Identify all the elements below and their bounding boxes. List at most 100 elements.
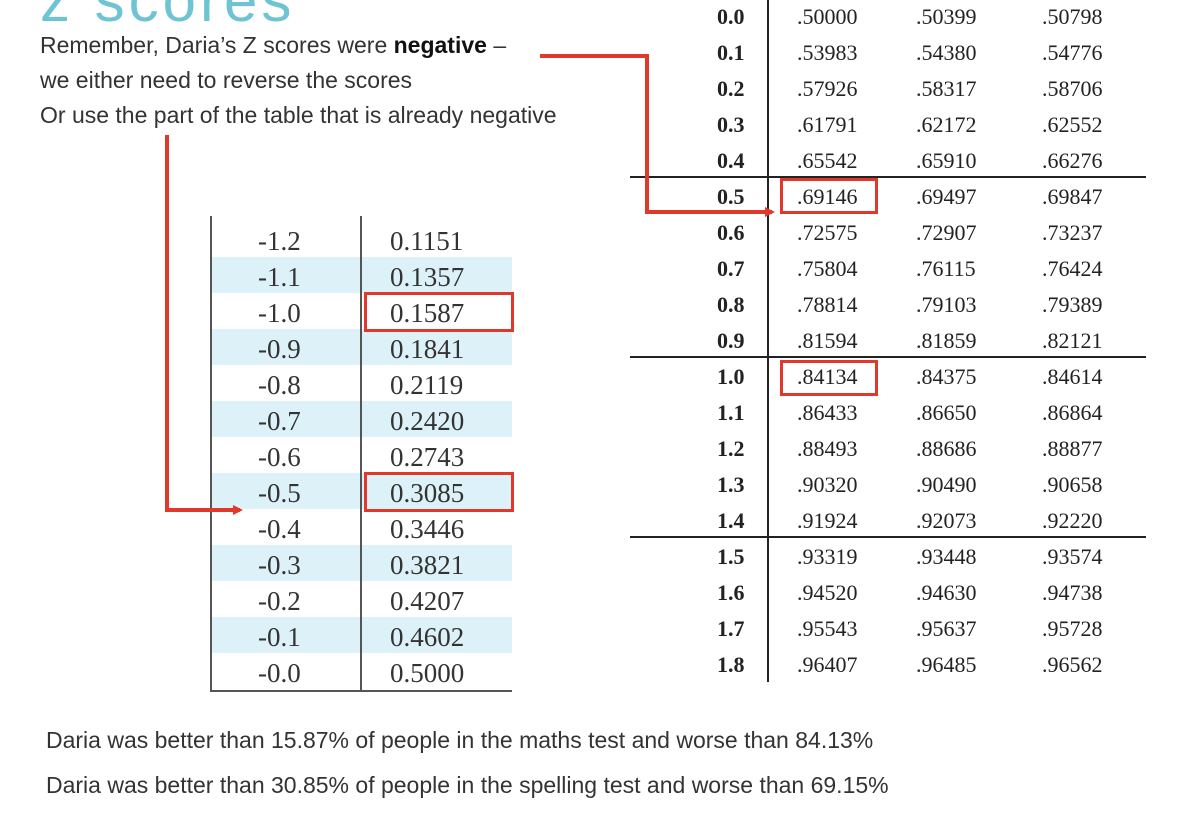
z-value: 1.5: [717, 544, 745, 569]
column-2-value: .58317: [916, 76, 977, 101]
table-row: 0.6 .72575 .72907 .73237: [630, 220, 1150, 256]
column-2-value: .79103: [916, 292, 977, 317]
column-2-value: .92073: [916, 508, 977, 533]
intro-line-1: Remember, Daria’s Z scores were negative…: [40, 28, 557, 63]
column-3-value: .69847: [1042, 184, 1103, 209]
negative-z-table: -0.0 0.5000 -0.1 0.4602 -0.2 0.4207 -0.3 0.3821…: [210, 216, 512, 692]
z-value: 0.6: [717, 220, 745, 245]
column-2-value: .50399: [916, 4, 977, 29]
column-1-value: .86433: [797, 400, 858, 425]
probability-value: 0.3446: [390, 514, 465, 544]
column-1-value: .53983: [797, 40, 858, 65]
column-2-value: .62172: [916, 112, 977, 137]
z-value: 1.1: [717, 400, 745, 425]
column-1-value: .90320: [797, 472, 858, 497]
column-3-value: .50798: [1042, 4, 1103, 29]
z-value: -0.7: [258, 406, 301, 436]
column-3-value: .96562: [1042, 652, 1103, 677]
probability-value: 0.4207: [390, 586, 465, 616]
column-3-value: .94738: [1042, 580, 1103, 605]
conclusion-spelling: Daria was better than 30.85% of people i…: [46, 772, 889, 798]
intro-line-2: we either need to reverse the scores: [40, 67, 413, 93]
column-1-value: .75804: [797, 256, 858, 281]
z-value: 1.0: [717, 364, 745, 389]
highlight-box-pos-0.5: [780, 178, 878, 214]
z-value: 1.6: [717, 580, 745, 605]
column-2-value: .95637: [916, 616, 977, 641]
intro-line-3: Or use the part of the table that is alr…: [40, 102, 557, 128]
z-value: 0.4: [717, 148, 745, 173]
column-2-value: .84375: [916, 364, 977, 389]
column-3-value: .62552: [1042, 112, 1103, 137]
probability-value: 0.2420: [390, 406, 465, 436]
z-value: -0.5: [258, 478, 301, 508]
z-value: 1.7: [717, 616, 745, 641]
column-1-value: .91924: [797, 508, 858, 533]
table-row: 1.7 .95543 .95637 .95728: [630, 616, 1150, 652]
table-row: 1.1 .86433 .86650 .86864: [630, 400, 1150, 436]
column-3-value: .73237: [1042, 220, 1103, 245]
z-value: 0.8: [717, 292, 745, 317]
z-value: 1.3: [717, 472, 745, 497]
column-3-value: .92220: [1042, 508, 1103, 533]
column-2-value: .96485: [916, 652, 977, 677]
z-value: -1.2: [258, 226, 301, 256]
column-3-value: .88877: [1042, 436, 1103, 461]
table-row: 0.9 .81594 .81859 .82121: [630, 328, 1150, 364]
z-value: -0.2: [258, 586, 301, 616]
table-row: 1.3 .90320 .90490 .90658: [630, 472, 1150, 508]
table-row: -0.3 0.3821: [210, 545, 512, 581]
slide-title-fragment: z scores: [40, 0, 296, 34]
column-2-value: .90490: [916, 472, 977, 497]
neg-table-divider: [360, 216, 362, 691]
column-1-value: .88493: [797, 436, 858, 461]
z-value: -0.8: [258, 370, 301, 400]
table-row: 1.6 .94520 .94630 .94738: [630, 580, 1150, 616]
column-3-value: .76424: [1042, 256, 1103, 281]
pos-table-group-rule-1: [630, 176, 1146, 178]
table-row: 1.5 .93319 .93448 .93574: [630, 544, 1150, 580]
column-3-value: .66276: [1042, 148, 1103, 173]
z-value: 0.5: [717, 184, 745, 209]
probability-value: 0.1357: [390, 262, 465, 292]
table-row: 0.4 .65542 .65910 .66276: [630, 148, 1150, 184]
column-1-value: .78814: [797, 292, 858, 317]
column-3-value: .93574: [1042, 544, 1103, 569]
probability-value: 0.1841: [390, 334, 465, 364]
column-2-value: .72907: [916, 220, 977, 245]
pos-table-divider: [767, 0, 769, 682]
column-1-value: .84134: [797, 364, 858, 389]
table-row: 1.8 .96407 .96485 .96562: [630, 652, 1150, 688]
z-value: 0.0: [717, 4, 745, 29]
highlight-box-pos-1.0: [780, 360, 878, 396]
table-row: -0.0 0.5000: [210, 653, 512, 689]
column-1-value: .61791: [797, 112, 858, 137]
positive-z-table: 0.0 .50000 .50399 .50798 0.1 .53983 .54380 .547…: [630, 0, 1150, 690]
z-value: 1.8: [717, 652, 745, 677]
z-value: -0.9: [258, 334, 301, 364]
table-row: 0.7 .75804 .76115 .76424: [630, 256, 1150, 292]
column-3-value: .86864: [1042, 400, 1103, 425]
neg-table-bottom-border: [210, 690, 512, 692]
probability-value: 0.2119: [390, 370, 464, 400]
probability-value: 0.1151: [390, 226, 464, 256]
z-value: 1.4: [717, 508, 745, 533]
table-row: 0.5 .69146 .69497 .69847: [630, 184, 1150, 220]
column-2-value: .88686: [916, 436, 977, 461]
column-3-value: .95728: [1042, 616, 1103, 641]
intro-line-1-prefix: Remember, Daria’s Z scores were: [40, 32, 394, 58]
z-value: -0.0: [258, 658, 301, 688]
column-2-value: .81859: [916, 328, 977, 353]
probability-value: 0.4602: [390, 622, 465, 652]
intro-text: Remember, Daria’s Z scores were negative…: [40, 28, 557, 133]
probability-value: 0.2743: [390, 442, 465, 472]
probability-value: 0.3085: [390, 478, 465, 508]
pos-table-group-rule-3: [630, 536, 1146, 538]
table-row: -0.6 0.2743: [210, 437, 512, 473]
column-2-value: .65910: [916, 148, 977, 173]
column-1-value: .65542: [797, 148, 858, 173]
column-3-value: .84614: [1042, 364, 1103, 389]
conclusion-maths: Daria was better than 15.87% of people i…: [46, 727, 874, 753]
column-1-value: .50000: [797, 4, 858, 29]
column-3-value: .58706: [1042, 76, 1103, 101]
